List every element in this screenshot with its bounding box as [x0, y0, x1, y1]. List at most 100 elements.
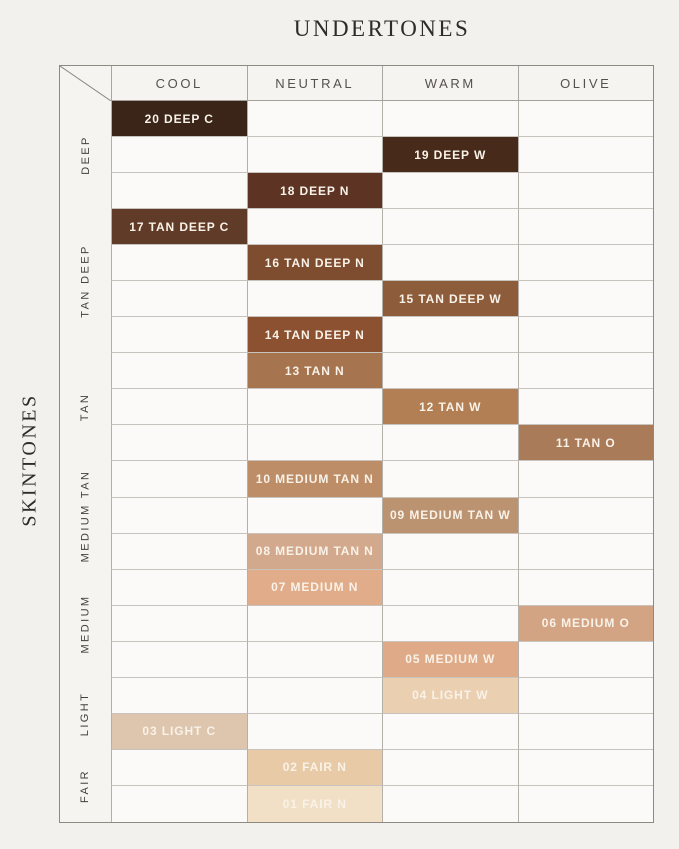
corner-diagonal-line — [60, 66, 111, 101]
corner-cell — [60, 66, 111, 101]
empty-grid-cell — [517, 569, 653, 606]
empty-grid-cell — [517, 281, 653, 318]
empty-grid-cell — [111, 317, 247, 354]
row-group-label-fair: FAIR — [60, 750, 111, 822]
empty-grid-cell — [517, 749, 653, 786]
column-header-neutral: NEUTRAL — [246, 66, 382, 101]
shade-label: 12 TAN W — [419, 399, 482, 414]
empty-grid-cell — [382, 713, 518, 750]
shade-cell-07: 07 MEDIUM N — [246, 569, 382, 606]
shade-cell-10: 10 MEDIUM TAN N — [246, 461, 382, 498]
empty-grid-cell — [517, 353, 653, 390]
shade-label: 05 MEDIUM W — [405, 652, 496, 667]
shade-label: 02 FAIR N — [282, 760, 347, 775]
empty-grid-cell — [246, 137, 382, 174]
shade-cell-13: 13 TAN N — [246, 353, 382, 390]
shade-cell-06: 06 MEDIUM O — [517, 605, 653, 642]
empty-grid-cell — [517, 137, 653, 174]
empty-grid-cell — [382, 245, 518, 282]
row-group-label-medium: MEDIUM — [60, 570, 111, 678]
empty-grid-cell — [246, 425, 382, 462]
chart-side-title-skintones: SKINTONES — [18, 393, 41, 527]
empty-grid-cell — [517, 389, 653, 426]
empty-grid-cell — [246, 497, 382, 534]
row-group-label-text: TAN — [79, 393, 92, 422]
empty-grid-cell — [111, 533, 247, 570]
shade-label: 09 MEDIUM TAN W — [389, 508, 511, 523]
shade-cell-19: 19 DEEP W — [382, 137, 518, 174]
empty-grid-cell — [246, 605, 382, 642]
shade-label: 08 MEDIUM TAN N — [255, 544, 374, 559]
row-group-label-deep: DEEP — [60, 101, 111, 209]
shade-label: 11 TAN O — [555, 435, 616, 450]
empty-grid-cell — [517, 785, 653, 822]
empty-grid-cell — [111, 461, 247, 498]
shade-cell-16: 16 TAN DEEP N — [246, 245, 382, 282]
shade-cell-12: 12 TAN W — [382, 389, 518, 426]
empty-grid-cell — [111, 569, 247, 606]
row-group-label-tan-deep: TAN DEEP — [60, 209, 111, 353]
shade-label: 17 TAN DEEP C — [129, 219, 230, 234]
shade-label: 13 TAN N — [284, 363, 345, 378]
empty-grid-cell — [517, 101, 653, 138]
shade-cell-15: 15 TAN DEEP W — [382, 281, 518, 318]
empty-grid-cell — [517, 461, 653, 498]
empty-grid-cell — [111, 425, 247, 462]
empty-grid-cell — [246, 209, 382, 246]
empty-grid-cell — [111, 677, 247, 714]
empty-grid-cell — [382, 353, 518, 390]
row-group-label-tan: TAN — [60, 353, 111, 461]
empty-grid-cell — [246, 101, 382, 138]
empty-grid-cell — [111, 245, 247, 282]
empty-grid-cell — [382, 569, 518, 606]
shade-label: 16 TAN DEEP N — [264, 255, 365, 270]
shade-cell-20: 20 DEEP C — [111, 101, 247, 138]
shade-cell-11: 11 TAN O — [517, 425, 653, 462]
empty-grid-cell — [517, 533, 653, 570]
empty-grid-cell — [246, 389, 382, 426]
row-group-label-text: FAIR — [79, 768, 92, 803]
chart-title-undertones: UNDERTONES — [293, 16, 471, 41]
shade-cell-18: 18 DEEP N — [246, 173, 382, 210]
empty-grid-cell — [382, 749, 518, 786]
empty-grid-cell — [246, 281, 382, 318]
empty-grid-cell — [517, 641, 653, 678]
empty-grid-cell — [517, 173, 653, 210]
empty-grid-cell — [382, 173, 518, 210]
empty-grid-cell — [111, 497, 247, 534]
shade-label: 14 TAN DEEP N — [264, 327, 365, 342]
column-header-olive: OLIVE — [517, 66, 653, 101]
empty-grid-cell — [382, 785, 518, 822]
shade-label: 06 MEDIUM O — [541, 616, 630, 631]
shade-grid: COOL NEUTRAL WARM OLIVE DEEP TAN DEEP TAN MEDIU… — [59, 65, 654, 823]
column-header-cool: COOL — [111, 66, 247, 101]
shade-label: 15 TAN DEEP W — [398, 291, 502, 306]
empty-grid-cell — [111, 641, 247, 678]
empty-grid-cell — [517, 317, 653, 354]
shade-label: 10 MEDIUM TAN N — [255, 472, 374, 487]
shade-cell-09: 09 MEDIUM TAN W — [382, 497, 518, 534]
empty-grid-cell — [246, 641, 382, 678]
empty-grid-cell — [111, 173, 247, 210]
shade-label: 01 FAIR N — [282, 796, 347, 811]
empty-grid-cell — [111, 353, 247, 390]
row-group-label-light: LIGHT — [60, 678, 111, 750]
empty-grid-cell — [246, 713, 382, 750]
row-group-label-text: MEDIUM — [79, 594, 92, 654]
empty-grid-cell — [382, 605, 518, 642]
shade-label: 20 DEEP C — [144, 111, 214, 126]
shade-label: 07 MEDIUM N — [271, 580, 359, 595]
empty-grid-cell — [111, 137, 247, 174]
shade-cell-08: 08 MEDIUM TAN N — [246, 533, 382, 570]
shade-label: 04 LIGHT W — [412, 688, 489, 703]
row-group-label-text: MEDIUM TAN — [79, 469, 92, 562]
shade-cell-05: 05 MEDIUM W — [382, 641, 518, 678]
empty-grid-cell — [517, 245, 653, 282]
row-group-label-text: TAN DEEP — [79, 244, 92, 318]
empty-grid-cell — [111, 281, 247, 318]
shade-cell-02: 02 FAIR N — [246, 749, 382, 786]
empty-grid-cell — [517, 713, 653, 750]
empty-grid-cell — [382, 425, 518, 462]
shade-cell-03: 03 LIGHT C — [111, 713, 247, 750]
